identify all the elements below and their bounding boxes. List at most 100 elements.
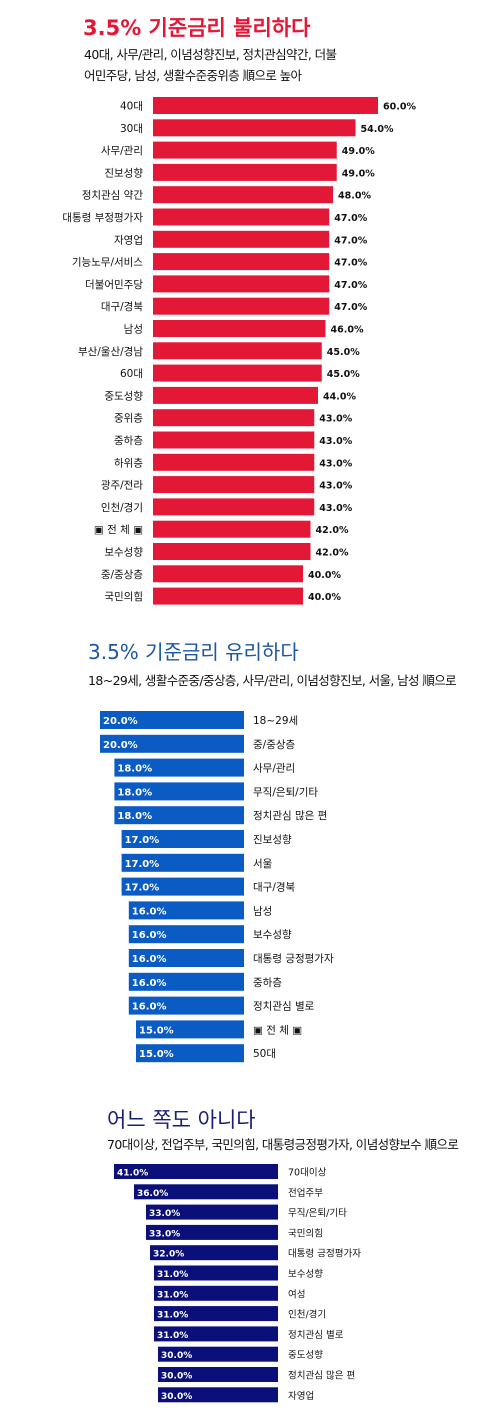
value-label: 43.0% [319, 503, 352, 514]
bar [114, 1164, 278, 1179]
category-label: 보수성향 [253, 929, 292, 941]
value-label: 18.0% [117, 764, 152, 775]
bar [153, 453, 315, 471]
bar [114, 806, 245, 825]
bar [128, 996, 244, 1015]
bar [153, 543, 311, 560]
value-label: 20.0% [103, 716, 138, 727]
bar [100, 734, 244, 753]
bar [153, 320, 326, 337]
bar [153, 297, 330, 315]
value-label: 17.0% [125, 835, 160, 846]
category-label: 대통령 긍정평가자 [288, 1248, 361, 1260]
category-label: 광주/전라 [101, 480, 144, 492]
value-label: 45.0% [327, 369, 360, 380]
value-label: 33.0% [149, 1229, 180, 1239]
value-label: 36.0% [137, 1189, 168, 1199]
category-label: 60대 [120, 368, 143, 380]
chart-disadvantage: 40대 60.0% 30대 54.0% 사무/관리 49.0% 진보성향 49.0% 정치관심 … [62, 97, 416, 605]
category-label: 40대 [120, 101, 143, 113]
category-label: ▣ 전 체 ▣ [94, 524, 143, 536]
value-label: 15.0% [139, 1025, 174, 1036]
bar [100, 711, 244, 729]
bar [153, 409, 315, 427]
value-label: 20.0% [103, 740, 138, 751]
section2-subtitle-line1: 18~29세, 생활수준중/중상층, 사무/관리, 이념성향진보, 서울, 남성… [88, 673, 457, 688]
bar [128, 949, 244, 967]
category-label: 정치관심 별로 [253, 1001, 315, 1013]
value-label: 30.0% [161, 1351, 192, 1361]
bar [153, 587, 303, 605]
category-label: 중위층 [114, 412, 143, 425]
value-label: 49.0% [342, 168, 375, 179]
value-label: 54.0% [361, 124, 394, 135]
value-label: 41.0% [117, 1169, 148, 1179]
value-label: 47.0% [334, 235, 367, 246]
bar [153, 342, 322, 360]
bar [146, 1204, 278, 1220]
category-label: 무직/은퇴/기타 [253, 786, 318, 798]
section1-subtitle-line2: 어민주당, 남성, 생활수준중위층 順으로 높아 [84, 68, 302, 83]
bar [153, 431, 315, 449]
value-label: 42.0% [316, 548, 349, 559]
category-label: 중하층 [114, 434, 143, 447]
category-label: 대구/경북 [101, 300, 144, 313]
category-label: 사무/관리 [101, 145, 143, 157]
value-label: 48.0% [338, 191, 371, 202]
value-label: 31.0% [157, 1311, 188, 1321]
bar [121, 877, 244, 896]
bar [134, 1184, 278, 1200]
bar [153, 476, 315, 494]
value-label: 60.0% [383, 102, 416, 113]
category-label: 자영업 [288, 1390, 314, 1402]
value-label: 47.0% [334, 280, 367, 291]
category-label: 자영업 [114, 233, 143, 246]
category-label: 30대 [120, 123, 143, 135]
value-label: 47.0% [334, 258, 367, 269]
value-label: 16.0% [132, 978, 167, 989]
category-label: 중/중상층 [253, 739, 296, 751]
bar [153, 208, 330, 226]
category-label: 부산/울산/경남 [78, 345, 143, 358]
category-label: 대통령 긍정평가자 [253, 953, 334, 965]
value-label: 16.0% [132, 954, 167, 965]
category-label: 기능노무/서비스 [72, 257, 143, 269]
value-label: 44.0% [323, 391, 356, 402]
bar [136, 1044, 244, 1063]
value-label: 18.0% [117, 811, 152, 822]
category-label: 50대 [253, 1048, 276, 1060]
category-label: 진보성향 [253, 834, 292, 846]
category-label: 진보성향 [104, 167, 143, 179]
bar [154, 1265, 278, 1281]
bar [153, 386, 318, 404]
category-label: 18~29세 [253, 715, 298, 727]
bar [153, 275, 330, 293]
section3-title: 어느 쪽도 아니다 [107, 1108, 256, 1132]
category-label: 대구/경북 [253, 881, 296, 894]
value-label: 43.0% [319, 414, 352, 425]
category-label: 남성 [124, 324, 143, 336]
category-label: 중하층 [253, 976, 282, 989]
value-label: 46.0% [331, 325, 364, 336]
value-label: 30.0% [161, 1392, 192, 1402]
category-label: 대통령 부정평가자 [62, 212, 143, 224]
category-label: 하위층 [114, 456, 143, 469]
bar [146, 1224, 278, 1240]
category-label: 정치관심 약간 [82, 190, 144, 202]
bar [158, 1367, 278, 1382]
value-label: 40.0% [308, 592, 341, 603]
bar [136, 1020, 244, 1039]
bar [128, 972, 244, 991]
bar [153, 186, 333, 204]
category-label: 전업주부 [288, 1187, 323, 1199]
value-label: 47.0% [334, 213, 367, 224]
bar [153, 520, 311, 538]
section3-subtitle-line1: 70대이상, 전업주부, 국민의힘, 대통령긍정평가자, 이념성향보수 順으로 [107, 1137, 459, 1152]
value-label: 16.0% [132, 930, 167, 941]
value-label: 49.0% [342, 146, 375, 157]
bar [114, 782, 245, 801]
value-label: 43.0% [319, 481, 352, 492]
category-label: 인천/경기 [101, 501, 143, 514]
bar [153, 97, 378, 114]
category-label: 국민의힘 [288, 1228, 323, 1239]
